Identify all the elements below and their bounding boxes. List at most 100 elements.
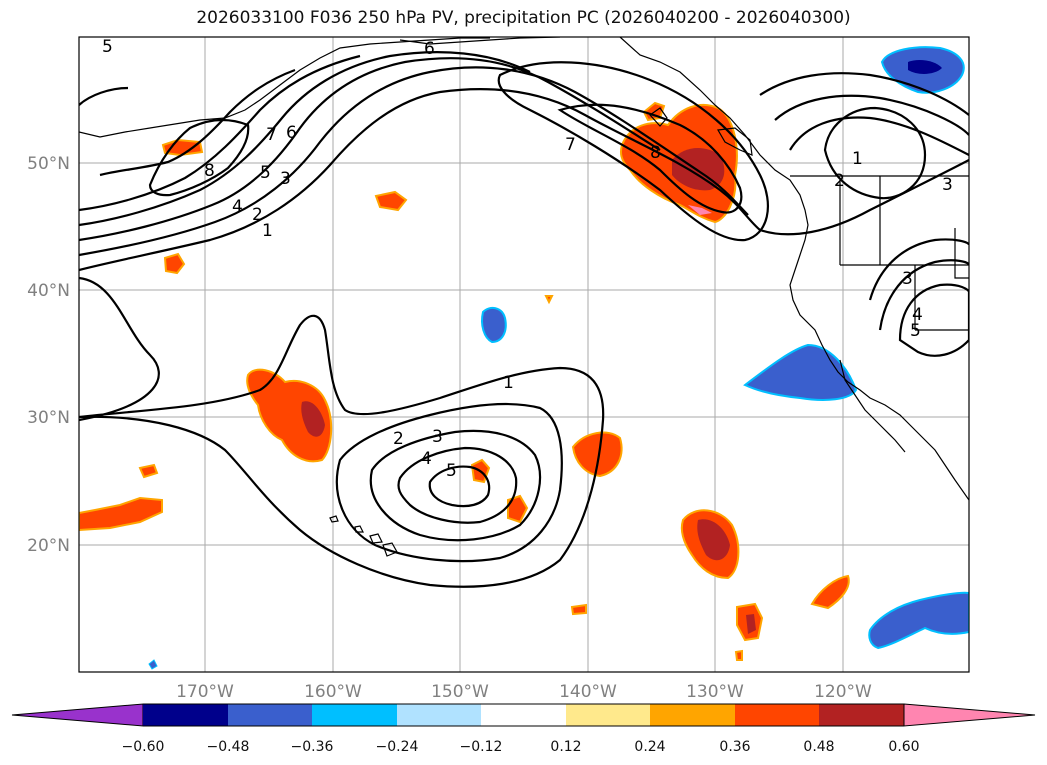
pv-contour-nw-ring: [148, 119, 250, 197]
pv-contour-nw-2: [79, 66, 749, 257]
precip-area-central-2: [507, 494, 529, 524]
coastline-haida-gwaii: [649, 107, 668, 127]
precip-area-subtropic-west: [246, 368, 333, 463]
pv-contour-trough-1: [79, 314, 605, 588]
precip-area-west-strip: [79, 496, 163, 532]
colorbar-segment: [819, 704, 904, 726]
contour-label: 7: [565, 135, 576, 155]
colorbar-extend-max: [903, 703, 1036, 727]
pv-contours: [79, 51, 969, 588]
contour-label: 1: [852, 149, 863, 169]
contour-label: 2: [252, 205, 263, 225]
colorbar-tick-label: −0.12: [460, 739, 503, 755]
pv-contour-low-5: [428, 465, 491, 508]
colorbar-segment: [481, 704, 566, 726]
precip-area-west-small: [138, 463, 159, 479]
precip-area-central-3: [571, 431, 623, 478]
pv-contour-low-4: [397, 446, 518, 524]
colorbar-tick-label: −0.36: [291, 739, 334, 755]
colorbar-tick-label: −0.24: [376, 739, 419, 755]
contour-label: 5: [260, 163, 271, 183]
pv-contour-trough-0: [79, 276, 160, 422]
colorbar-tick-label: 0.24: [634, 739, 665, 755]
contour-label: 8: [650, 143, 661, 163]
contour-label: 6: [424, 39, 435, 59]
contour-label: 3: [942, 175, 953, 195]
map-frame: [78, 36, 970, 673]
precip-area-west-2: [374, 190, 408, 212]
latitude-label: 50°N: [27, 154, 70, 174]
pv-contour-nw-7: [79, 86, 129, 106]
pv-contour-ridge-inner: [557, 103, 743, 214]
pv-contour-low-2: [335, 402, 563, 563]
colorbar-segment: [312, 704, 397, 726]
precip-area-southeast-3: [810, 574, 850, 610]
precip-area-tiny-2: [734, 649, 743, 661]
contour-label: 7: [266, 125, 277, 145]
precip-neg-northeast-core: [908, 60, 942, 74]
latitude-axis-labels: 50°N 40°N 30°N 20°N: [27, 154, 70, 556]
colorbar-extend-min: [11, 703, 144, 727]
colorbar-tick-label: −0.60: [122, 739, 165, 755]
colorbar-segment: [566, 704, 650, 726]
contour-label: 5: [446, 461, 457, 481]
precip-core-southeast-1: [697, 519, 730, 561]
precip-core-subtropic-west: [301, 401, 325, 437]
coastline-hawaii-1: [329, 515, 339, 523]
colorbar-segment: [143, 704, 228, 726]
pv-contour-east-ring: [823, 106, 927, 200]
colorbar: −0.60 −0.48 −0.36 −0.24 −0.12 0.12 0.24 …: [11, 703, 1036, 755]
longitude-label: 140°W: [559, 682, 617, 702]
map-title: 2026033100 F036 250 hPa PV, precipitatio…: [196, 8, 851, 28]
contour-label: 8: [204, 161, 215, 181]
pv-contour-east-2: [774, 94, 969, 136]
pv-contour-low-3: [369, 429, 542, 542]
precip-pink-pacific-nw: [688, 205, 712, 215]
pv-contour-east-low-2: [878, 259, 969, 331]
precip-area-west-1: [161, 138, 204, 157]
coastline-baja: [839, 359, 906, 453]
contour-label: 3: [902, 269, 913, 289]
pv-contour-nw-6: [99, 68, 296, 177]
contour-label: 6: [286, 123, 297, 143]
coastline-hawaii-3: [369, 533, 383, 544]
pv-contour-ridge-mid: [497, 61, 769, 242]
pv-contour-nw-5: [79, 54, 361, 212]
precip-neg-tiny: [148, 659, 158, 670]
contour-label: 5: [910, 321, 921, 341]
colorbar-tick-label: −0.48: [207, 739, 250, 755]
coastline-north-america: [619, 37, 969, 501]
precip-area-west-3: [163, 252, 186, 275]
contour-label: 3: [280, 169, 291, 189]
latitude-label: 30°N: [27, 408, 70, 428]
longitude-axis-labels: 170°W 160°W 150°W 140°W 130°W 120°W: [176, 682, 872, 702]
colorbar-tick-label: 0.36: [719, 739, 750, 755]
pv-contour-nw-3: [79, 57, 661, 242]
gridlines: [79, 37, 969, 672]
coastline-vancouver-island: [717, 127, 753, 156]
contour-label: 4: [421, 449, 432, 469]
longitude-label: 160°W: [304, 682, 362, 702]
contour-label: 3: [432, 427, 443, 447]
precip-area-tiny-3: [544, 295, 554, 305]
precip-neg-southeast: [868, 591, 969, 650]
colorbar-segment: [397, 704, 481, 726]
pv-contour-east-3: [789, 116, 969, 156]
longitude-label: 150°W: [431, 682, 489, 702]
colorbar-tick-label: 0.12: [550, 739, 581, 755]
pv-contour-east-low-1: [868, 238, 969, 301]
latitude-label: 20°N: [27, 536, 70, 556]
contour-label: 4: [912, 305, 923, 325]
precip-neg-baja: [743, 343, 858, 401]
colorbar-segment: [735, 704, 819, 726]
contour-label: 5: [102, 37, 113, 57]
pv-contour-nw-4: [79, 51, 531, 227]
colorbar-segment: [228, 704, 312, 726]
contour-label: 1: [503, 373, 514, 393]
coastline-aleutians: [79, 37, 490, 138]
contour-label: 4: [232, 197, 243, 217]
contour-label: 2: [393, 429, 404, 449]
latitude-label: 40°N: [27, 281, 70, 301]
contour-label: 1: [262, 221, 273, 241]
